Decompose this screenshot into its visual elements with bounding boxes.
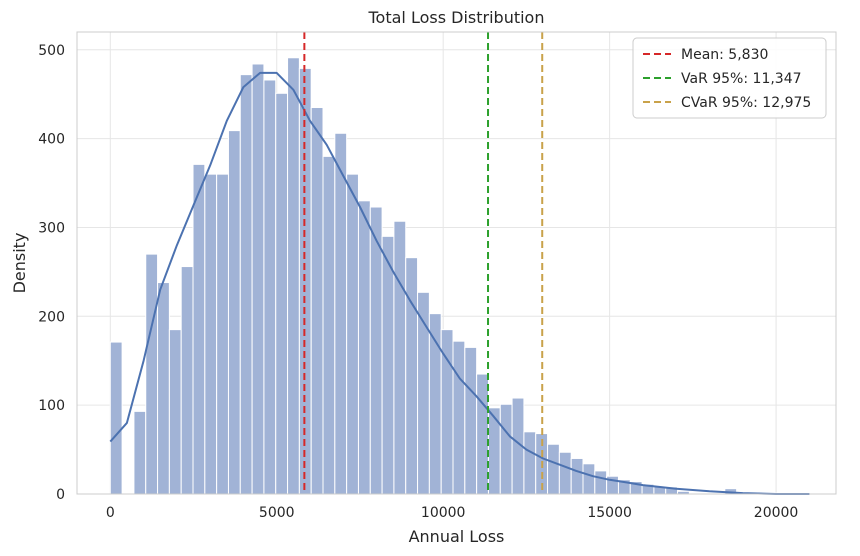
histogram-bar <box>594 470 608 495</box>
histogram-bar <box>346 173 359 495</box>
reference-lines <box>303 32 544 494</box>
histogram-bar <box>487 407 501 495</box>
legend-label: VaR 95%: 11,347 <box>681 71 802 87</box>
histogram-bar <box>582 463 596 495</box>
y-tick-label: 400 <box>38 132 65 148</box>
chart-title: Total Loss Distribution <box>368 8 545 27</box>
kde-layer <box>109 71 810 495</box>
histogram-bar <box>334 132 348 495</box>
histogram-bar <box>263 79 277 495</box>
histogram-bar <box>204 173 218 495</box>
histogram-bar <box>157 282 170 495</box>
legend-box <box>632 37 827 119</box>
x-tick-label: 5000 <box>259 505 295 521</box>
x-tick-label: 10000 <box>421 505 466 521</box>
x-tick-label: 0 <box>106 505 115 521</box>
histogram-bar <box>452 340 466 495</box>
histogram-bar <box>251 63 265 495</box>
x-tick-labels: 0 5000 10000 15000 20000 <box>106 505 799 521</box>
histogram-bar <box>133 410 147 495</box>
histogram-bar <box>145 253 159 495</box>
histogram-bars <box>109 57 797 495</box>
histogram-bar <box>381 235 395 495</box>
histogram-bar <box>216 173 229 495</box>
histogram-bar <box>369 206 383 495</box>
x-axis-title: Annual Loss <box>409 527 505 546</box>
histogram-bar <box>192 163 206 495</box>
y-axis-title: Density <box>10 233 29 294</box>
histogram-bar <box>180 266 194 495</box>
plot-frame <box>76 31 837 495</box>
x-tick-label: 20000 <box>754 505 799 521</box>
histogram-bar <box>558 451 572 495</box>
y-tick-label: 0 <box>56 487 65 503</box>
histogram-bar <box>499 403 513 495</box>
histogram-bar <box>523 431 537 495</box>
histogram-bar <box>227 130 241 495</box>
histogram-bar <box>405 257 419 495</box>
x-tick-label: 15000 <box>587 505 632 521</box>
histogram-bar <box>275 92 289 495</box>
y-tick-label: 300 <box>38 220 65 236</box>
histogram-bar <box>310 107 324 495</box>
legend: Mean: 5,830 VaR 95%: 11,347 CVaR 95%: 12,9… <box>632 37 827 119</box>
y-tick-label: 500 <box>38 43 65 59</box>
histogram-bar <box>464 346 478 495</box>
histogram-bar <box>570 457 584 495</box>
histogram-bar <box>547 443 560 495</box>
histogram-bar <box>357 200 371 495</box>
y-tick-label: 200 <box>38 309 65 325</box>
histogram-bar <box>287 57 300 495</box>
histogram-bar <box>109 341 123 495</box>
legend-label: Mean: 5,830 <box>681 47 768 63</box>
histogram-bar <box>476 373 489 495</box>
histogram-bar <box>322 155 336 495</box>
y-tick-labels: 0 100 200 300 400 500 <box>38 43 65 503</box>
legend-label: CVaR 95%: 12,975 <box>681 95 811 111</box>
histogram-bar <box>239 74 253 495</box>
kde-line <box>109 71 810 495</box>
histogram-bar <box>393 220 407 495</box>
histogram-bar <box>168 329 182 495</box>
y-tick-label: 100 <box>38 398 65 414</box>
